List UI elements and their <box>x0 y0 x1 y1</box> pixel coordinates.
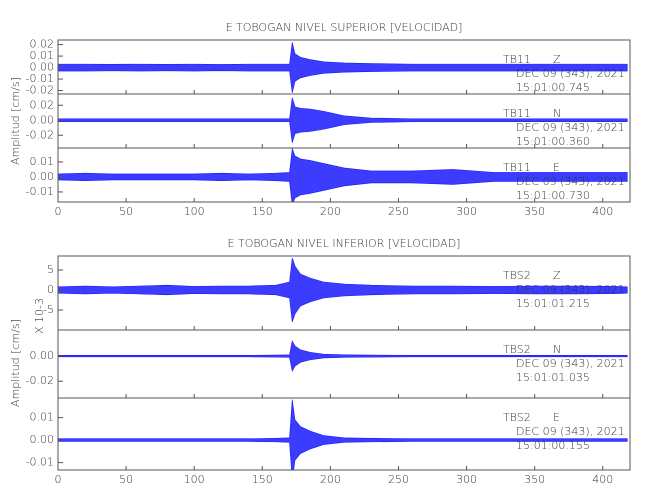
y-tick-label: -0.02 <box>26 128 54 141</box>
date-label: DEC 09 (343), 2021 <box>516 67 625 80</box>
time-label: 15:01:01.215 <box>516 297 590 310</box>
y-tick-label: 0.00 <box>30 349 55 362</box>
figure-title: E TOBOGAN NIVEL INFERIOR [VELOCIDAD] <box>228 237 461 250</box>
x-tick-label: 50 <box>119 205 133 218</box>
date-label: DEC 09 (343), 2021 <box>516 121 625 134</box>
panel-frame <box>57 147 631 203</box>
date-label: DEC 09 (343), 2021 <box>516 425 625 438</box>
x-tick-label: 350 <box>524 473 545 486</box>
station-label: TBS2 <box>503 411 531 424</box>
component-label: E <box>553 411 560 424</box>
x-tick-label: 0 <box>55 473 62 486</box>
y-tick-label: -0.01 <box>26 185 54 198</box>
y-tick-label: -0.02 <box>26 84 54 97</box>
component-label: N <box>553 343 561 356</box>
waveform-envelope <box>58 148 628 202</box>
waveform-envelope <box>58 399 628 470</box>
date-label: DEC 09 (343), 2021 <box>516 175 625 188</box>
y-tick-label: 0 <box>47 283 54 296</box>
station-label: TBS2 <box>503 269 531 282</box>
y-tick-label: -5 <box>43 303 54 316</box>
x-tick-label: 350 <box>524 205 545 218</box>
y-tick-label: -0.01 <box>26 456 54 469</box>
component-label: Z <box>553 53 561 66</box>
waveform-envelope <box>58 97 628 143</box>
x-tick-label: 300 <box>456 205 477 218</box>
component-label: N <box>553 107 561 120</box>
x-tick-label: 100 <box>184 205 205 218</box>
x-tick-label: 150 <box>252 205 273 218</box>
x-tick-label: 400 <box>592 473 613 486</box>
y-tick-label: 0.00 <box>30 170 55 183</box>
y-tick-label: 0.00 <box>30 113 55 126</box>
y-tick-label: -0.02 <box>26 374 54 387</box>
y-axis-label: Amplitud [cm/s] <box>9 319 22 407</box>
station-label: TB11 <box>503 107 531 120</box>
component-label: E <box>553 161 560 174</box>
y-tick-label: -0.01 <box>26 72 54 85</box>
time-label: 15:01:00.155 <box>516 439 590 452</box>
station-label: TBS2 <box>503 343 531 356</box>
y-tick-label: 0.01 <box>30 49 55 62</box>
x-tick-label: 100 <box>184 473 205 486</box>
y-tick-label: 0.02 <box>30 38 55 51</box>
x-tick-label: 50 <box>119 473 133 486</box>
waveform-envelope <box>58 257 628 323</box>
x-tick-label: 300 <box>456 473 477 486</box>
date-label: DEC 09 (343), 2021 <box>516 357 625 370</box>
y-axis-label: Amplitud [cm/s] <box>9 77 22 165</box>
x-tick-label: 250 <box>388 205 409 218</box>
y-tick-label: 0.02 <box>30 98 55 111</box>
y-tick-label: 0.00 <box>30 433 55 446</box>
waveform-envelope <box>58 42 628 93</box>
y-tick-label: 0.01 <box>30 411 55 424</box>
time-label: 15:01:00.745 <box>516 81 590 94</box>
panel-frame <box>57 397 631 471</box>
station-label: TB11 <box>503 161 531 174</box>
x-tick-label: 0 <box>55 205 62 218</box>
date-label: DEC 09 (343), 2021 <box>516 283 625 296</box>
figure-title: E TOBOGAN NIVEL SUPERIOR [VELOCIDAD] <box>226 21 463 34</box>
x-tick-label: 400 <box>592 205 613 218</box>
x-tick-label: 250 <box>388 473 409 486</box>
y-multiplier: X 10-3 <box>33 298 46 334</box>
x-tick-label: 150 <box>252 473 273 486</box>
x-tick-label: 200 <box>320 205 341 218</box>
station-label: TB11 <box>503 53 531 66</box>
y-tick-label: 0.00 <box>30 61 55 74</box>
time-label: 15:01:00.360 <box>516 135 590 148</box>
y-tick-label: 0.01 <box>30 155 55 168</box>
x-tick-label: 200 <box>320 473 341 486</box>
waveform-envelope <box>58 340 628 373</box>
time-label: 15:01:01.035 <box>516 371 590 384</box>
component-label: Z <box>553 269 561 282</box>
y-tick-label: 5 <box>47 263 54 276</box>
time-label: 15:01:00.730 <box>516 189 590 202</box>
